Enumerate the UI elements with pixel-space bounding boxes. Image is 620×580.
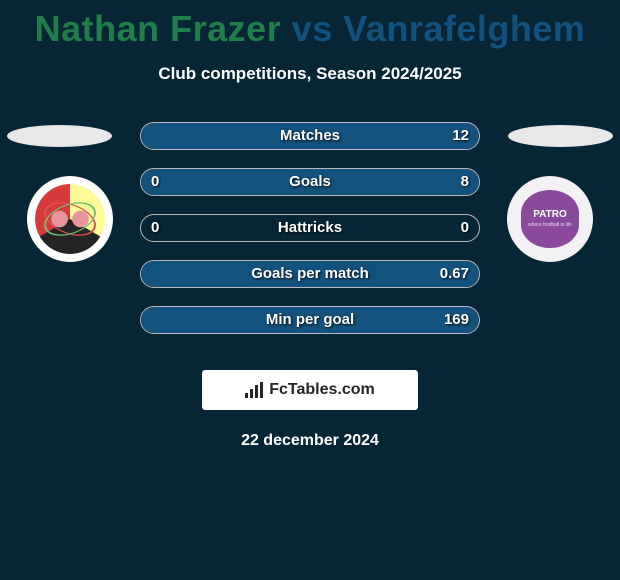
stat-label: Hattricks <box>141 219 479 236</box>
club-shadow-left <box>7 125 112 147</box>
bar-chart-icon <box>245 382 265 398</box>
stat-label: Min per goal <box>141 311 479 328</box>
comparison-title: Nathan Frazer vs Vanrafelghem <box>0 0 620 50</box>
player-right-name: Vanrafelghem <box>343 8 585 49</box>
club-badge-right-art: PATRO where football is life <box>521 190 579 248</box>
club-badge-right-sublabel: where football is life <box>528 222 572 228</box>
player-left-name: Nathan Frazer <box>35 8 282 49</box>
stat-value-right: 12 <box>452 127 469 144</box>
club-badge-right-label: PATRO <box>528 210 572 220</box>
stat-bars: Matches12Goals08Hattricks00Goals per mat… <box>140 122 480 352</box>
stat-value-left: 0 <box>151 219 159 236</box>
club-badge-right: PATRO where football is life <box>507 176 593 262</box>
stat-row: Min per goal169 <box>140 306 480 334</box>
stat-label: Matches <box>141 127 479 144</box>
stat-row: Goals0 8 <box>140 168 480 196</box>
brand-text: FcTables.com <box>269 381 375 399</box>
competition-subtitle: Club competitions, Season 2024/2025 <box>0 64 620 84</box>
stat-value-right: 169 <box>444 311 469 328</box>
stats-area: PATRO where football is life Matches12 Go… <box>0 122 620 352</box>
stat-label: Goals per match <box>141 265 479 282</box>
stat-row: Hattricks0 0 <box>140 214 480 242</box>
snapshot-date: 22 december 2024 <box>0 432 620 450</box>
vs-separator: vs <box>281 8 343 49</box>
stat-value-left: 0 <box>151 173 159 190</box>
brand-box[interactable]: FcTables.com <box>202 370 418 410</box>
stat-value-right: 0 <box>461 219 469 236</box>
stat-value-right: 0.67 <box>440 265 469 282</box>
stat-row: Matches12 <box>140 122 480 150</box>
stat-label: Goals <box>141 173 479 190</box>
stat-value-right: 8 <box>461 173 469 190</box>
club-badge-left <box>27 176 113 262</box>
stat-row: Goals per match0.67 <box>140 260 480 288</box>
club-shadow-right <box>508 125 613 147</box>
